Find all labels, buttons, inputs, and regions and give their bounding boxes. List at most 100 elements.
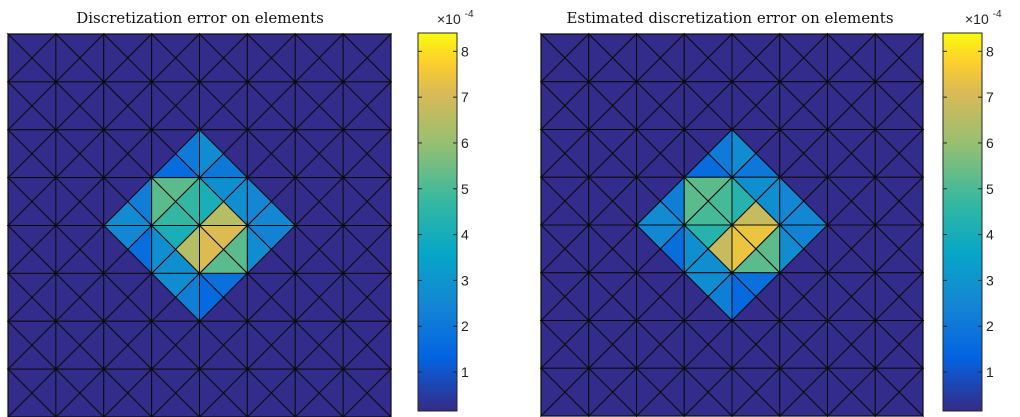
mesh-element bbox=[588, 32, 614, 83]
mesh-element bbox=[827, 319, 853, 370]
mesh-element bbox=[683, 223, 709, 274]
mesh-panel-1 bbox=[6, 32, 393, 417]
mesh-element bbox=[636, 271, 662, 322]
mesh-element bbox=[151, 320, 177, 371]
colorbar-tick-label: 1 bbox=[461, 364, 469, 380]
colorbar-tick-label: 3 bbox=[461, 272, 469, 288]
exponent-label-1: ×10 -4 bbox=[437, 9, 474, 27]
mesh-element bbox=[55, 272, 81, 323]
mesh-panel-2 bbox=[539, 32, 925, 417]
mesh-element bbox=[588, 271, 614, 322]
panel-1: Discretization error on elements 1 2 3 4 5 6 7… bbox=[6, 9, 474, 417]
mesh-element bbox=[151, 272, 177, 323]
mesh-element bbox=[342, 224, 368, 275]
mesh-element bbox=[731, 80, 757, 131]
mesh-element bbox=[874, 319, 900, 370]
mesh-element bbox=[103, 32, 129, 84]
mesh-element bbox=[151, 224, 177, 275]
mesh-element bbox=[246, 128, 273, 179]
mesh-element bbox=[103, 80, 129, 131]
colorbar-ticks-2: 1 2 3 4 5 6 7 8 bbox=[943, 43, 994, 380]
colorbar-tick-label: 4 bbox=[461, 227, 469, 243]
mesh-frame bbox=[7, 33, 392, 417]
mesh-element bbox=[779, 128, 805, 179]
mesh-element bbox=[636, 223, 662, 274]
mesh-element bbox=[588, 176, 614, 227]
colorbar-tick-label: 8 bbox=[461, 43, 469, 59]
mesh-element bbox=[779, 223, 805, 274]
mesh-element bbox=[246, 320, 273, 371]
mesh-element bbox=[151, 176, 177, 227]
mesh-element bbox=[636, 32, 662, 83]
mesh-element bbox=[246, 32, 273, 84]
mesh-element bbox=[636, 80, 662, 131]
mesh-element bbox=[731, 176, 757, 227]
mesh-element bbox=[779, 319, 805, 370]
title-panel-2: Estimated discretization error on elemen… bbox=[566, 9, 893, 27]
mesh-element bbox=[151, 32, 177, 84]
exponent-power-2: -4 bbox=[993, 9, 1002, 20]
mesh-element bbox=[199, 272, 225, 323]
mesh-element bbox=[588, 367, 614, 417]
mesh-element bbox=[294, 272, 320, 323]
mesh-element bbox=[342, 176, 368, 227]
mesh-element bbox=[103, 224, 129, 275]
mesh-element bbox=[683, 176, 709, 227]
colorbar-tick-label: 6 bbox=[461, 135, 469, 151]
mesh-element bbox=[55, 367, 81, 417]
mesh-element bbox=[294, 32, 320, 84]
mesh-element bbox=[151, 367, 177, 417]
mesh-element bbox=[731, 319, 757, 370]
mesh-element bbox=[588, 319, 614, 370]
colorbar-tick-label: 8 bbox=[986, 43, 994, 59]
mesh-element bbox=[731, 271, 757, 322]
mesh-element bbox=[342, 320, 368, 371]
mesh-element bbox=[103, 320, 129, 371]
mesh-element bbox=[199, 32, 225, 84]
mesh-element bbox=[55, 224, 81, 275]
mesh-element bbox=[588, 80, 614, 131]
exponent-base-1: ×10 bbox=[437, 11, 461, 27]
mesh-element bbox=[636, 128, 662, 179]
colorbar-tick-label: 1 bbox=[986, 364, 994, 380]
mesh-element bbox=[294, 176, 320, 227]
mesh-element bbox=[779, 32, 805, 83]
mesh-element bbox=[55, 320, 81, 371]
mesh-element bbox=[779, 80, 805, 131]
mesh-element bbox=[874, 176, 900, 227]
mesh-frame bbox=[540, 33, 924, 417]
mesh-element bbox=[636, 319, 662, 370]
mesh-element bbox=[636, 176, 662, 227]
colorbar-tick-label: 3 bbox=[986, 272, 994, 288]
mesh-element bbox=[731, 32, 757, 83]
mesh-element bbox=[874, 32, 900, 83]
colorbar-tick-label: 2 bbox=[986, 318, 994, 334]
mesh-element bbox=[246, 367, 273, 417]
panel-2: Estimated discretization error on elemen… bbox=[539, 9, 1002, 417]
mesh-element bbox=[683, 128, 709, 179]
mesh-element bbox=[588, 223, 614, 274]
mesh-element bbox=[55, 32, 81, 84]
mesh-element bbox=[342, 128, 368, 179]
mesh-element bbox=[342, 272, 368, 323]
mesh-element bbox=[342, 32, 368, 84]
mesh-element bbox=[588, 128, 614, 179]
mesh-element bbox=[827, 367, 853, 417]
mesh-element bbox=[827, 80, 853, 131]
mesh-element bbox=[683, 319, 709, 370]
mesh-element bbox=[246, 272, 273, 323]
mesh-element bbox=[294, 320, 320, 371]
exponent-power-1: -4 bbox=[465, 9, 474, 20]
mesh-element bbox=[246, 176, 273, 227]
mesh-element bbox=[55, 176, 81, 227]
mesh-element bbox=[636, 367, 662, 417]
mesh-element bbox=[55, 128, 81, 179]
mesh-element bbox=[103, 176, 129, 227]
mesh-element bbox=[874, 223, 900, 274]
colorbar-tick-label: 7 bbox=[461, 89, 469, 105]
mesh-element bbox=[874, 128, 900, 179]
mesh-element bbox=[827, 128, 853, 179]
colorbar-tick-label: 5 bbox=[461, 181, 469, 197]
mesh-element bbox=[683, 32, 709, 83]
